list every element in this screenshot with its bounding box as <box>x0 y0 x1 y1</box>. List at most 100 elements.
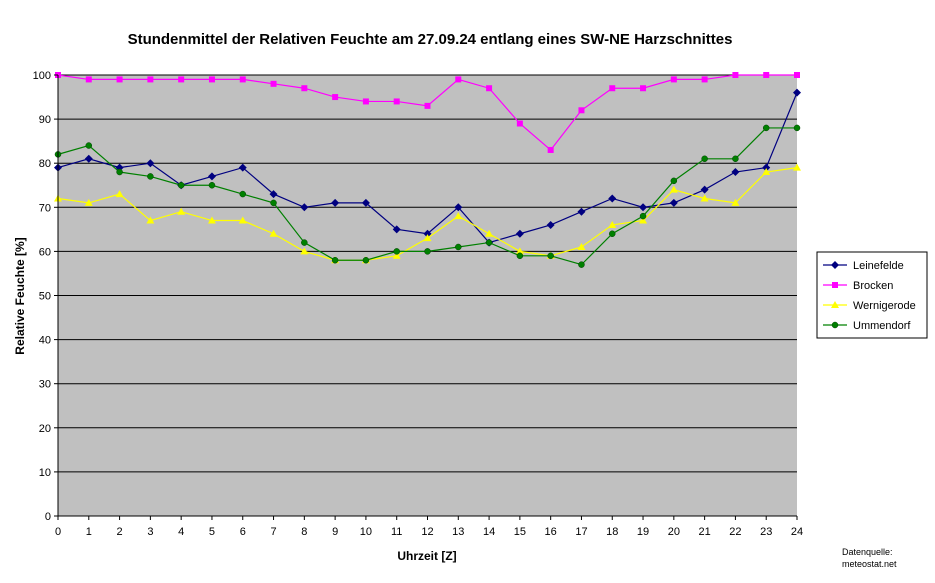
grid-lines <box>58 74 797 517</box>
data-point-brocken <box>578 107 585 114</box>
y-tick-label: 90 <box>39 114 51 126</box>
data-point-wernigerode <box>700 194 709 202</box>
data-point-wernigerode <box>146 216 155 224</box>
data-point-ummendorf <box>516 252 524 260</box>
y-tick-label: 10 <box>39 467 51 479</box>
data-point-leinefelde <box>238 163 247 172</box>
data-point-wernigerode <box>392 251 401 259</box>
legend-item-leinefelde: Leinefelde <box>823 260 904 272</box>
data-point-leinefelde <box>300 203 309 212</box>
data-point-ummendorf <box>362 256 370 264</box>
data-point-brocken <box>609 85 616 92</box>
data-point-leinefelde <box>793 88 801 97</box>
data-point-leinefelde <box>331 198 340 207</box>
x-tick-label: 13 <box>452 526 464 538</box>
data-point-brocken <box>178 76 185 83</box>
source-value: meteostat.net <box>842 559 897 569</box>
data-point-wernigerode <box>177 207 186 215</box>
data-point-ummendorf <box>85 142 93 149</box>
data-point-wernigerode <box>207 216 216 224</box>
y-tick-label: 30 <box>39 379 51 391</box>
data-point-ummendorf <box>116 168 123 176</box>
data-point-leinefelde <box>577 207 586 216</box>
data-point-brocken <box>547 146 554 153</box>
data-point-ummendorf <box>578 261 585 268</box>
x-tick-label: 24 <box>791 526 803 538</box>
data-point-wernigerode <box>515 247 524 255</box>
data-point-wernigerode <box>454 212 463 220</box>
data-point-leinefelde <box>423 229 432 238</box>
y-tick-label: 70 <box>39 202 51 214</box>
legend-item-ummendorf: Ummendorf <box>823 320 911 332</box>
legend-marker-ummendorf <box>831 321 839 329</box>
legend-label-ummendorf: Ummendorf <box>853 320 911 332</box>
data-point-wernigerode <box>639 216 648 224</box>
data-point-wernigerode <box>731 198 740 206</box>
series-ummendorf <box>54 124 801 268</box>
data-point-ummendorf <box>147 173 154 180</box>
data-point-brocken <box>362 98 369 105</box>
y-axis-label: Relative Feuchte [%] <box>13 237 27 354</box>
x-tick-label: 21 <box>699 526 711 538</box>
y-tick-label: 40 <box>39 335 51 347</box>
data-point-leinefelde <box>392 225 401 234</box>
data-point-brocken <box>640 85 647 92</box>
data-point-ummendorf <box>270 199 277 207</box>
data-point-brocken <box>455 76 462 83</box>
x-tick-label: 5 <box>209 526 215 538</box>
data-point-wernigerode <box>577 242 586 250</box>
data-point-ummendorf <box>547 252 554 260</box>
y-tick-label: 100 <box>33 70 51 82</box>
x-tick-label: 18 <box>606 526 618 538</box>
x-axis-label: Uhrzeit [Z] <box>397 549 456 563</box>
data-point-brocken <box>424 102 431 109</box>
data-point-ummendorf <box>485 239 493 246</box>
data-point-leinefelde <box>454 203 463 212</box>
x-tick-label: 23 <box>760 526 772 538</box>
legend-label-brocken: Brocken <box>853 280 893 292</box>
data-point-leinefelde <box>639 203 648 212</box>
data-point-brocken <box>301 85 308 92</box>
data-point-leinefelde <box>269 190 278 199</box>
data-point-wernigerode <box>269 229 278 237</box>
data-point-ummendorf <box>701 155 708 163</box>
data-point-brocken <box>116 76 123 83</box>
data-point-leinefelde <box>731 168 740 177</box>
y-tick-label: 60 <box>39 246 51 258</box>
data-point-ummendorf <box>393 248 400 255</box>
x-tick-label: 12 <box>421 526 433 538</box>
data-point-brocken <box>670 76 677 83</box>
data-point-ummendorf <box>301 239 308 246</box>
legend-label-wernigerode: Wernigerode <box>853 300 916 312</box>
data-point-wernigerode <box>762 168 771 176</box>
x-tick-label: 7 <box>270 526 276 538</box>
data-point-brocken <box>239 76 246 83</box>
data-point-ummendorf <box>208 182 216 189</box>
chart-title: Stundenmittel der Relativen Feuchte am 2… <box>128 31 733 48</box>
x-tick-label: 8 <box>301 526 307 538</box>
data-point-ummendorf <box>455 243 462 251</box>
data-point-ummendorf <box>331 256 339 264</box>
series-layer <box>54 72 801 268</box>
x-tick-label: 3 <box>147 526 153 538</box>
data-point-ummendorf <box>793 124 801 132</box>
x-tick-label: 17 <box>575 526 587 538</box>
data-point-ummendorf <box>670 177 678 185</box>
x-tick-label: 2 <box>117 526 123 538</box>
data-point-wernigerode <box>485 229 494 237</box>
data-point-wernigerode <box>238 216 247 224</box>
data-point-brocken <box>486 85 493 92</box>
data-point-ummendorf <box>424 248 431 255</box>
data-point-wernigerode <box>608 220 617 228</box>
data-point-brocken <box>516 120 523 127</box>
y-tick-label: 20 <box>39 423 51 435</box>
x-tick-label: 10 <box>360 526 372 538</box>
legend-item-brocken: Brocken <box>823 280 893 292</box>
legend-marker-brocken <box>832 282 838 288</box>
x-tick-label: 1 <box>86 526 92 538</box>
data-point-leinefelde <box>546 220 555 229</box>
x-tick-label: 6 <box>240 526 246 538</box>
data-point-leinefelde <box>84 154 93 163</box>
data-point-brocken <box>701 76 708 83</box>
